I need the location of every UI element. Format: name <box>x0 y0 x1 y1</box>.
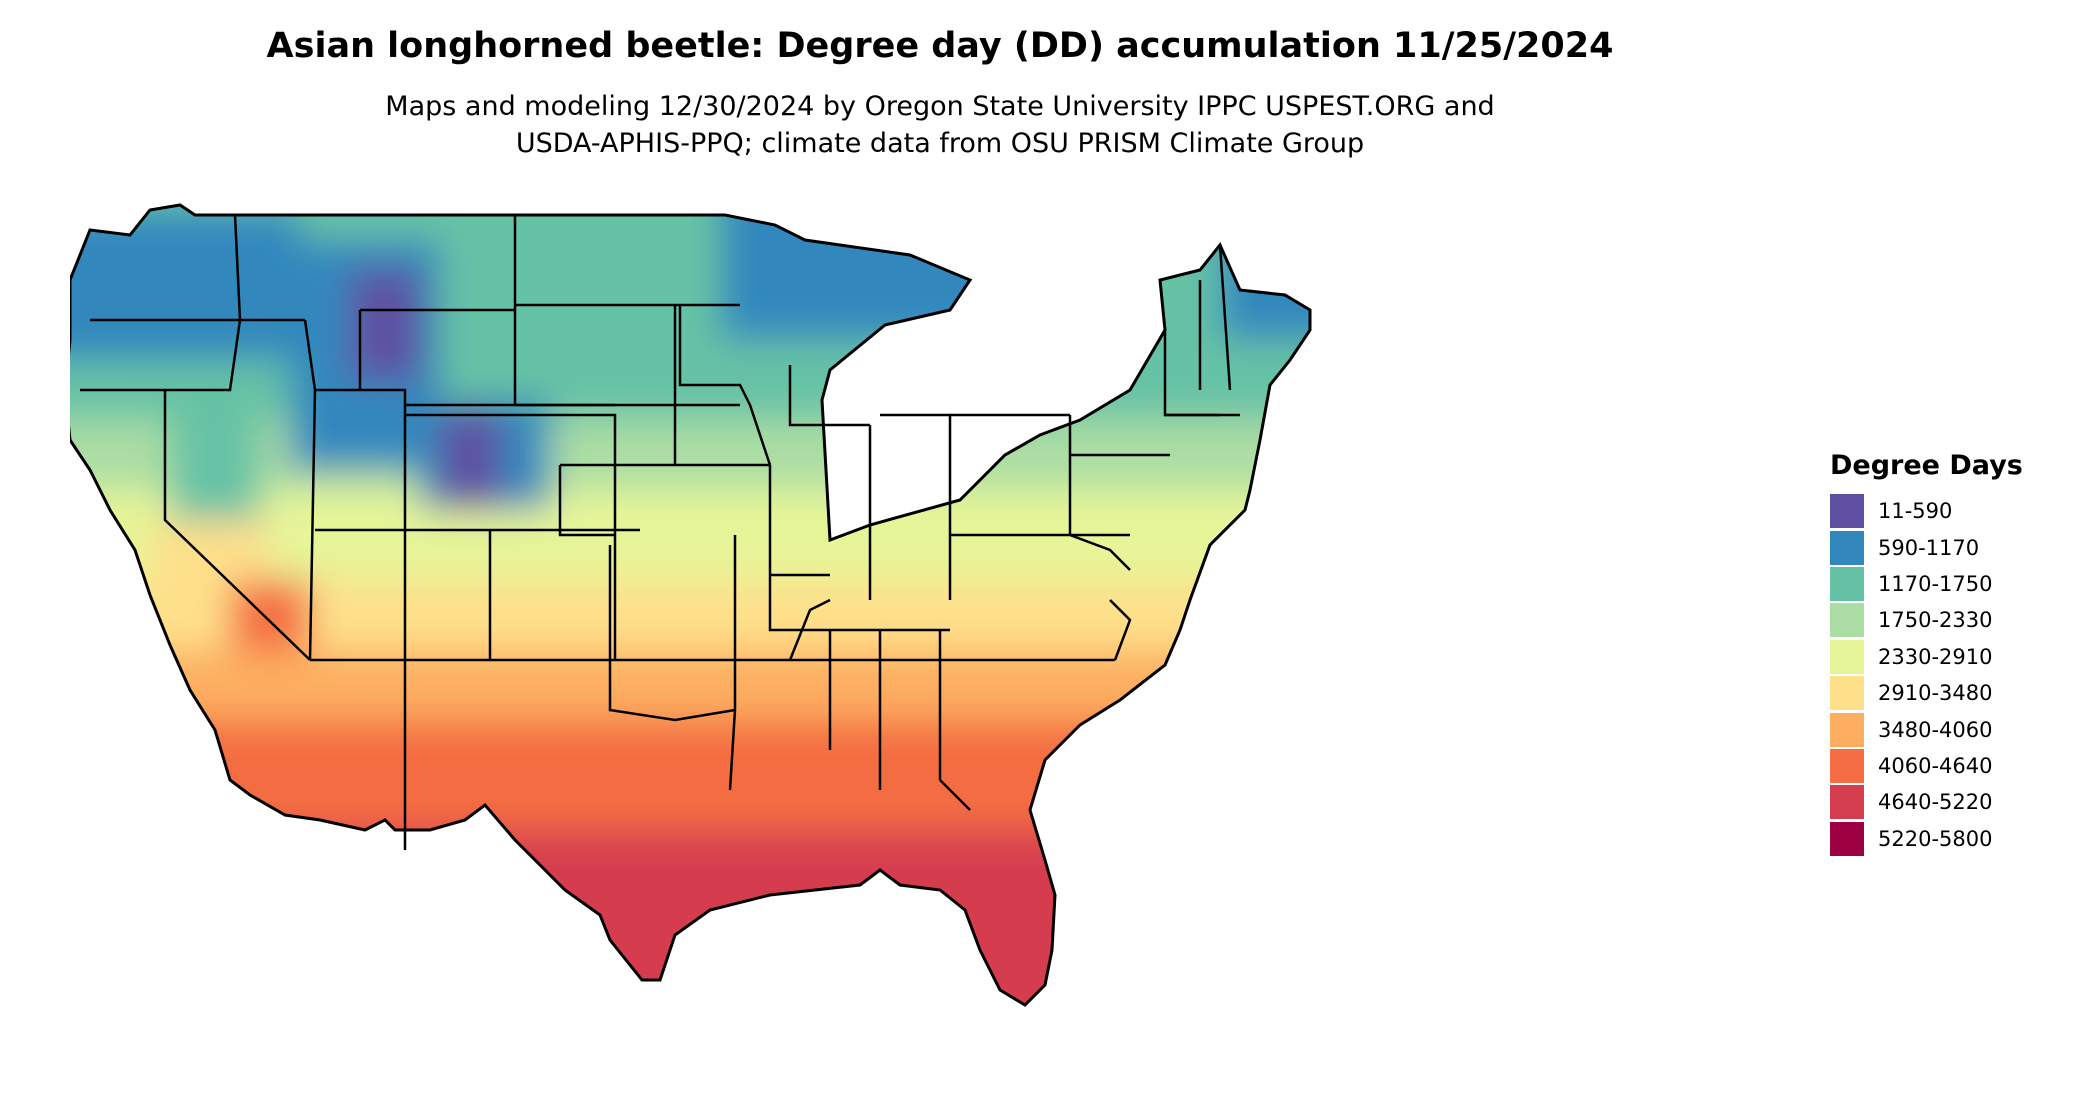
legend-swatch <box>1830 603 1864 638</box>
legend-item: 2330-2910 <box>1830 639 2070 675</box>
legend-swatch <box>1830 530 1864 565</box>
heat-zones <box>70 205 1310 1005</box>
legend-label: 4640-5220 <box>1878 790 1993 815</box>
map-title: Asian longhorned beetle: Degree day (DD)… <box>266 26 1614 66</box>
legend-item: 11-590 <box>1830 493 2070 529</box>
legend-item: 1750-2330 <box>1830 602 2070 638</box>
legend-swatch <box>1830 821 1864 856</box>
legend-swatch <box>1830 639 1864 674</box>
degree-day-map <box>70 203 1312 1007</box>
legend-title: Degree Days <box>1830 450 2023 481</box>
legend-label: 1170-1750 <box>1878 571 1993 596</box>
legend-swatch <box>1830 785 1864 820</box>
legend-swatch <box>1830 566 1864 601</box>
legend-item: 3480-4060 <box>1830 711 2070 747</box>
subtitle-line-1: Maps and modeling 12/30/2024 by Oregon S… <box>385 91 1495 122</box>
legend: Degree Days 11-590 590-1170 1170-1750 1750-… <box>1830 450 2070 857</box>
state-borders <box>80 214 1240 850</box>
legend-item: 2910-3480 <box>1830 675 2070 711</box>
legend-swatch <box>1830 748 1864 783</box>
legend-item: 5220-5800 <box>1830 821 2070 857</box>
legend-label: 2330-2910 <box>1878 644 1993 669</box>
legend-item: 590-1170 <box>1830 529 2070 565</box>
map-subtitle: Maps and modeling 12/30/2024 by Oregon S… <box>0 88 1880 162</box>
legend-swatch <box>1830 494 1864 529</box>
legend-label: 2910-3480 <box>1878 681 1993 706</box>
legend-label: 5220-5800 <box>1878 826 1993 851</box>
legend-label: 1750-2330 <box>1878 608 1993 633</box>
legend-items: 11-590 590-1170 1170-1750 1750-2330 2330-291… <box>1830 493 2070 857</box>
legend-label: 3480-4060 <box>1878 717 1993 742</box>
legend-label: 11-590 <box>1878 499 1953 524</box>
legend-label: 590-1170 <box>1878 535 1980 560</box>
legend-item: 1170-1750 <box>1830 566 2070 602</box>
legend-item: 4640-5220 <box>1830 784 2070 820</box>
legend-item: 4060-4640 <box>1830 748 2070 784</box>
legend-swatch <box>1830 712 1864 747</box>
subtitle-line-2: USDA-APHIS-PPQ; climate data from OSU PR… <box>515 128 1365 159</box>
legend-label: 4060-4640 <box>1878 753 1993 778</box>
legend-swatch <box>1830 676 1864 711</box>
